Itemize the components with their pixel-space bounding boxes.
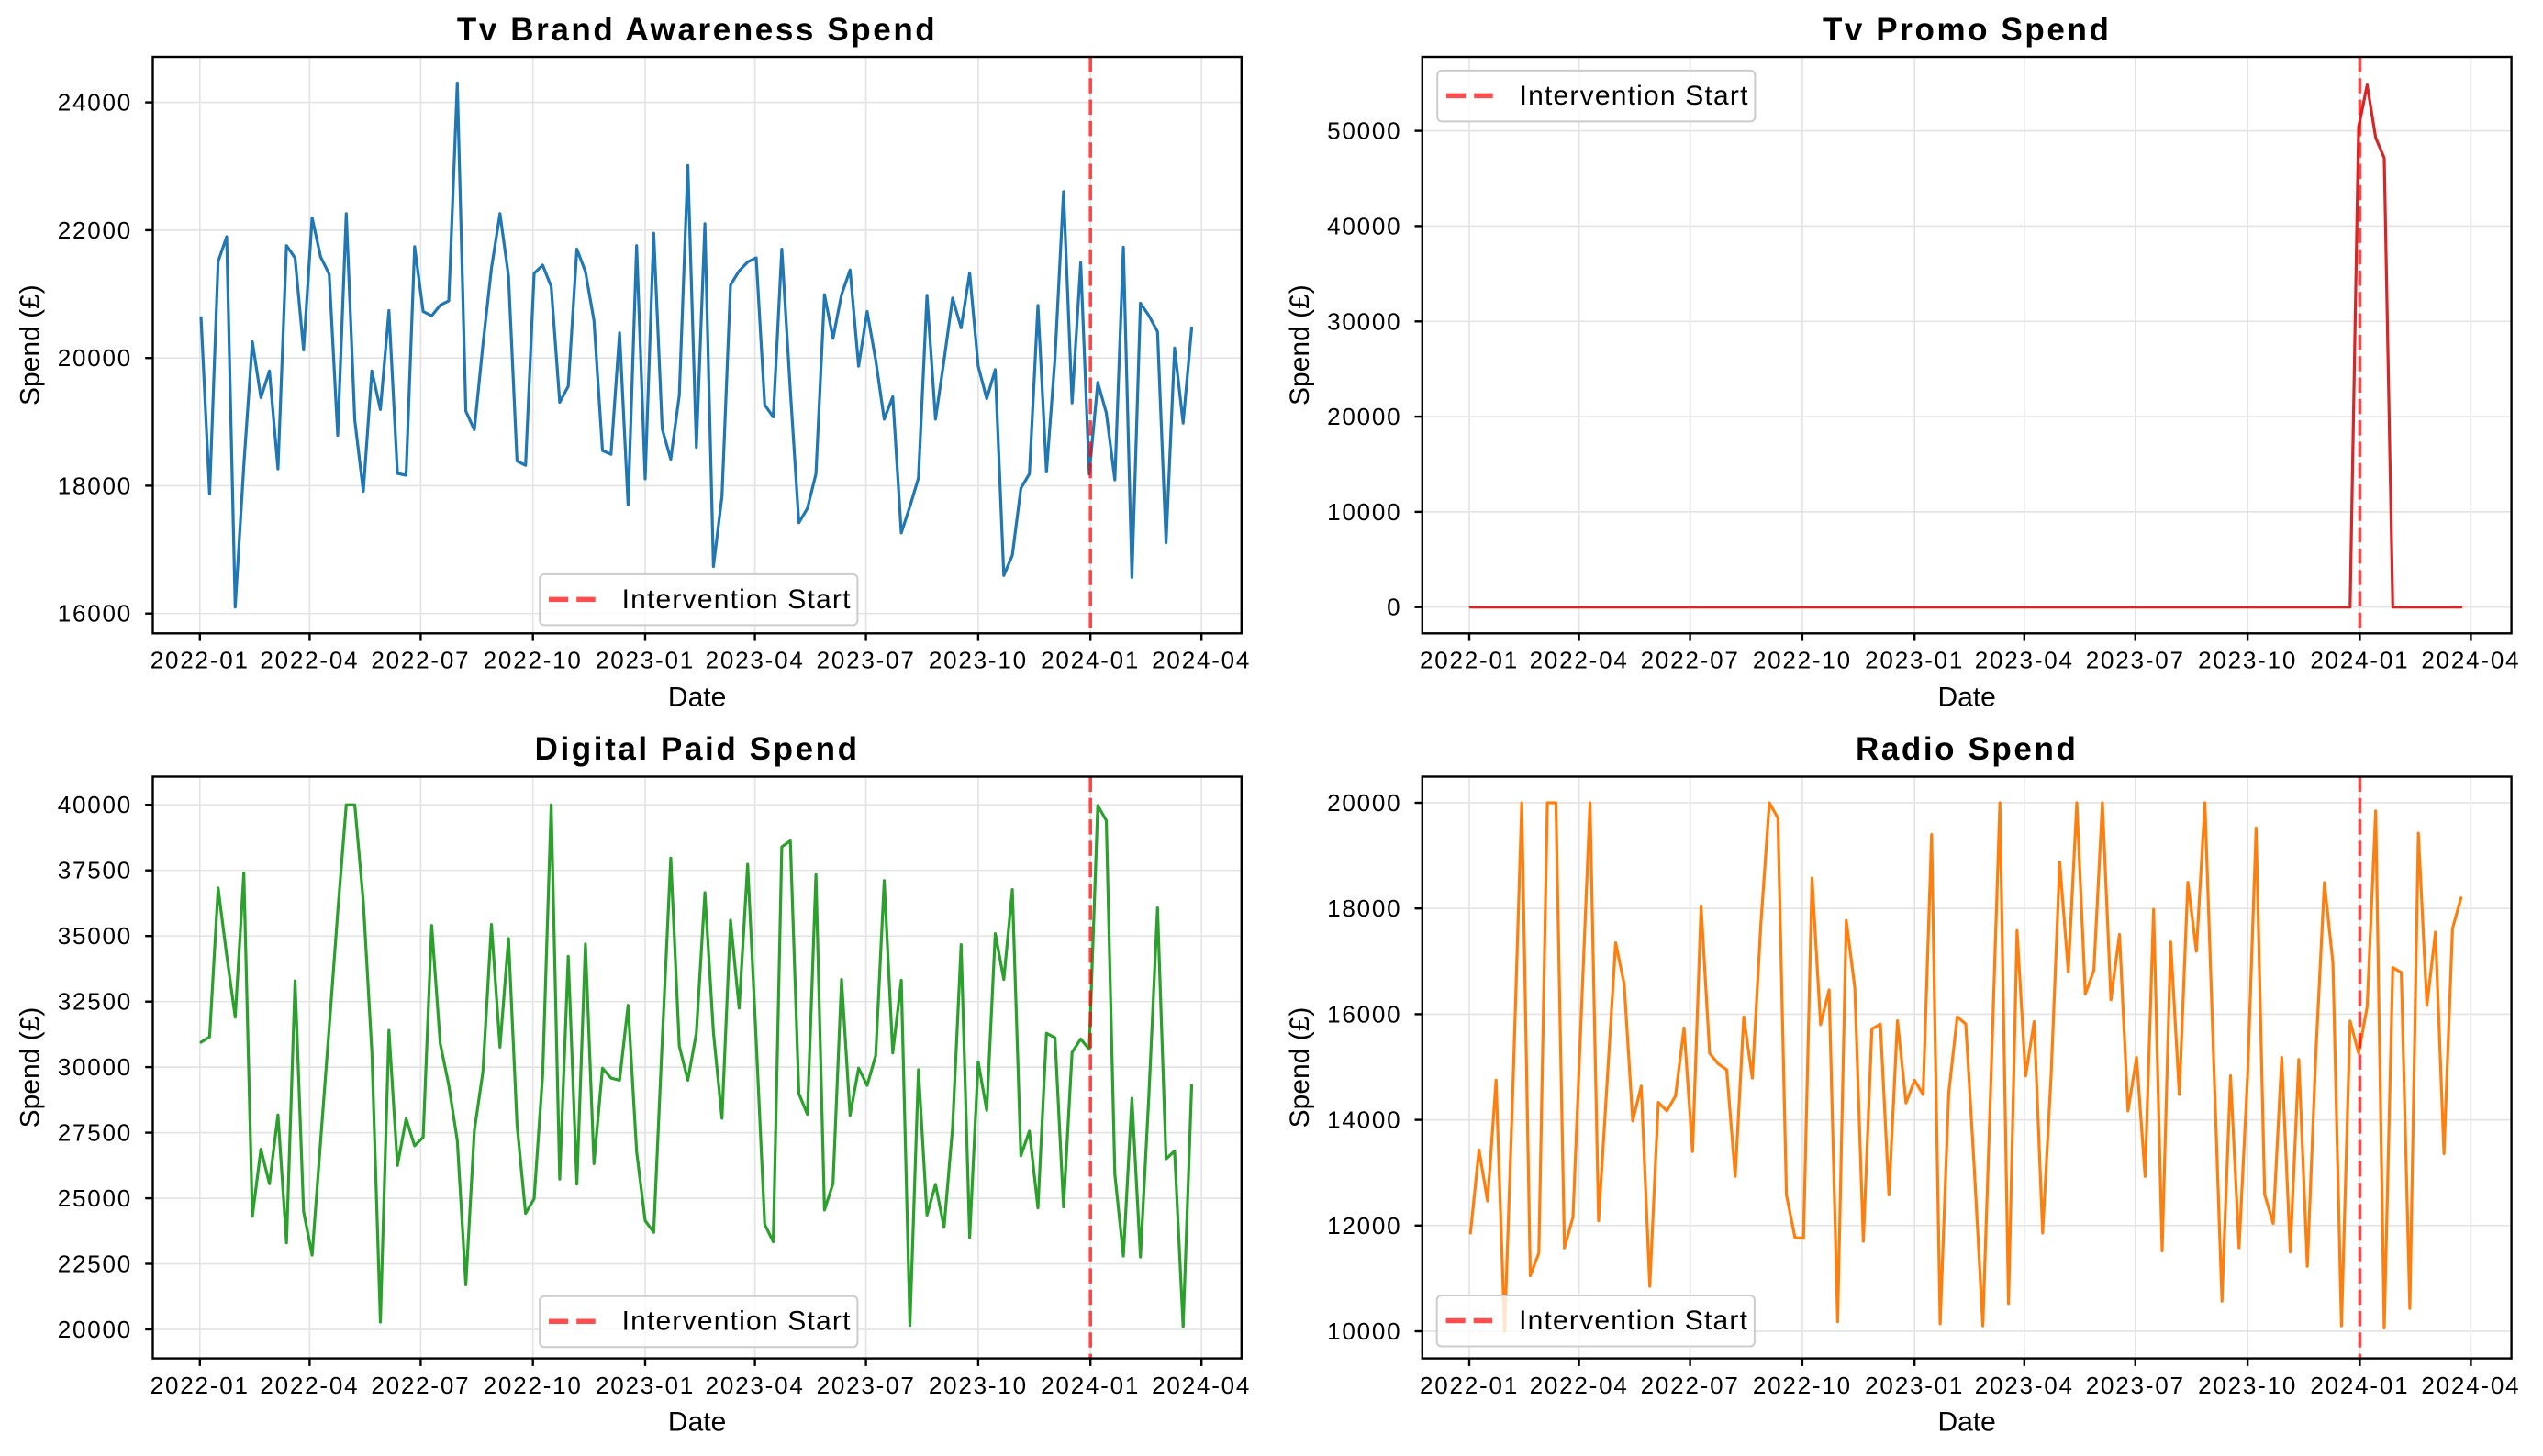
svg-text:2023-10: 2023-10 (2198, 647, 2297, 674)
svg-text:2022-04: 2022-04 (260, 1372, 359, 1399)
svg-text:Spend (£): Spend (£) (1285, 1007, 1315, 1128)
svg-text:30000: 30000 (58, 1053, 132, 1081)
svg-text:2022-01: 2022-01 (1420, 647, 1519, 674)
svg-text:2022-10: 2022-10 (1753, 647, 1852, 674)
svg-text:22000: 22000 (58, 217, 132, 244)
svg-text:10000: 10000 (1327, 498, 1401, 526)
svg-text:20000: 20000 (58, 1316, 132, 1343)
svg-text:2023-04: 2023-04 (1975, 1372, 2074, 1399)
svg-text:2023-07: 2023-07 (817, 647, 916, 674)
svg-text:2024-01: 2024-01 (1041, 647, 1140, 674)
svg-text:Tv Brand Awareness Spend: Tv Brand Awareness Spend (457, 12, 937, 48)
svg-text:0: 0 (1387, 594, 1401, 621)
svg-text:2022-10: 2022-10 (1753, 1372, 1852, 1399)
svg-text:2023-01: 2023-01 (596, 1372, 695, 1399)
svg-text:2022-10: 2022-10 (484, 647, 583, 674)
svg-text:Digital Paid Spend: Digital Paid Spend (535, 731, 860, 767)
svg-text:Intervention Start: Intervention Start (622, 1306, 852, 1337)
svg-text:Spend (£): Spend (£) (1285, 284, 1315, 406)
svg-text:40000: 40000 (1327, 212, 1401, 239)
svg-text:50000: 50000 (1327, 117, 1401, 145)
svg-text:2022-01: 2022-01 (1420, 1372, 1519, 1399)
svg-text:32500: 32500 (58, 988, 132, 1016)
svg-text:2022-10: 2022-10 (484, 1372, 583, 1399)
svg-text:2023-07: 2023-07 (2086, 647, 2185, 674)
svg-text:2023-10: 2023-10 (929, 647, 1028, 674)
svg-text:2022-07: 2022-07 (1641, 647, 1740, 674)
svg-text:2023-10: 2023-10 (929, 1372, 1028, 1399)
svg-text:2023-07: 2023-07 (817, 1372, 916, 1399)
svg-text:12000: 12000 (1327, 1212, 1401, 1239)
svg-text:2024-04: 2024-04 (2421, 647, 2520, 674)
svg-text:2023-10: 2023-10 (2198, 1372, 2297, 1399)
svg-text:Spend (£): Spend (£) (16, 1007, 46, 1128)
svg-text:35000: 35000 (58, 922, 132, 950)
svg-text:2024-04: 2024-04 (1152, 1372, 1251, 1399)
svg-text:20000: 20000 (58, 344, 132, 372)
svg-text:Intervention Start: Intervention Start (622, 584, 852, 615)
svg-text:2023-04: 2023-04 (706, 647, 805, 674)
svg-text:2022-04: 2022-04 (1530, 647, 1629, 674)
svg-text:2023-07: 2023-07 (2086, 1372, 2185, 1399)
svg-text:2023-04: 2023-04 (706, 1372, 805, 1399)
svg-text:Tv Promo Spend: Tv Promo Spend (1823, 12, 2112, 48)
svg-text:30000: 30000 (1327, 307, 1401, 335)
svg-text:16000: 16000 (1327, 1000, 1401, 1028)
svg-text:Spend (£): Spend (£) (16, 284, 46, 406)
svg-text:40000: 40000 (58, 791, 132, 818)
svg-text:20000: 20000 (1327, 789, 1401, 817)
svg-text:2022-01: 2022-01 (151, 647, 250, 674)
svg-text:Date: Date (668, 1407, 726, 1438)
svg-text:Intervention Start: Intervention Start (1519, 1306, 1748, 1336)
svg-text:2023-01: 2023-01 (596, 647, 695, 674)
svg-text:2024-04: 2024-04 (2421, 1372, 2520, 1399)
svg-text:2024-04: 2024-04 (1152, 647, 1251, 674)
svg-text:24000: 24000 (58, 89, 132, 117)
svg-text:2022-07: 2022-07 (1641, 1372, 1740, 1399)
svg-text:Date: Date (1938, 1407, 1996, 1438)
svg-text:10000: 10000 (1327, 1317, 1401, 1345)
svg-text:18000: 18000 (58, 472, 132, 499)
svg-text:2022-07: 2022-07 (371, 1372, 470, 1399)
svg-text:Date: Date (668, 682, 726, 712)
svg-text:2024-01: 2024-01 (2310, 647, 2409, 674)
svg-text:2024-01: 2024-01 (1041, 1372, 1140, 1399)
svg-text:14000: 14000 (1327, 1106, 1401, 1134)
svg-text:2022-04: 2022-04 (260, 647, 359, 674)
svg-text:22500: 22500 (58, 1250, 132, 1278)
svg-text:27500: 27500 (58, 1119, 132, 1147)
svg-text:2023-01: 2023-01 (1865, 647, 1964, 674)
svg-text:2024-01: 2024-01 (2310, 1372, 2409, 1399)
svg-text:37500: 37500 (58, 857, 132, 884)
svg-text:20000: 20000 (1327, 403, 1401, 430)
svg-text:2022-01: 2022-01 (151, 1372, 250, 1399)
svg-text:2023-01: 2023-01 (1865, 1372, 1964, 1399)
svg-text:2023-04: 2023-04 (1975, 647, 2074, 674)
svg-text:2022-04: 2022-04 (1530, 1372, 1629, 1399)
svg-text:25000: 25000 (58, 1184, 132, 1212)
svg-text:2022-07: 2022-07 (371, 647, 470, 674)
svg-text:Intervention Start: Intervention Start (1520, 81, 1749, 111)
svg-text:16000: 16000 (58, 600, 132, 628)
svg-text:18000: 18000 (1327, 895, 1401, 922)
svg-text:Date: Date (1938, 682, 1996, 712)
svg-text:Radio Spend: Radio Spend (1856, 731, 2079, 767)
